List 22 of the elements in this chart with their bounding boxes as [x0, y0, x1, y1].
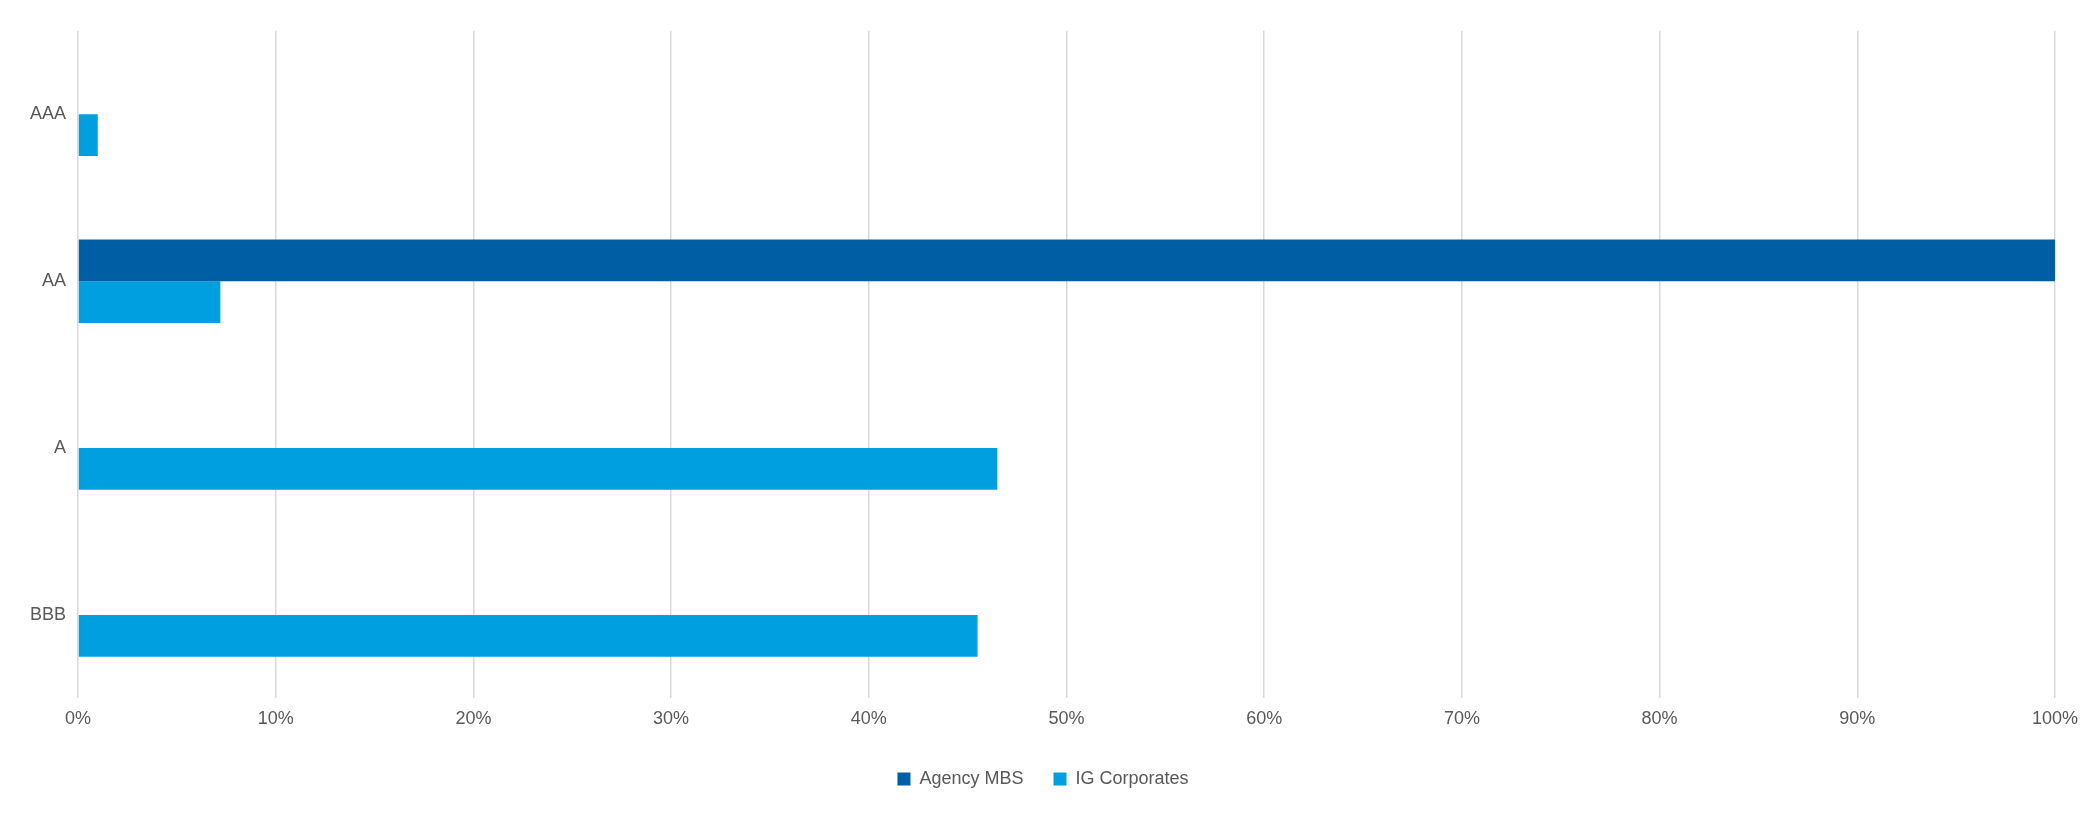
x-tick-label: 80% [1641, 708, 1678, 729]
legend-label: Agency MBS [919, 767, 1024, 788]
y-tick-label: AA [42, 270, 67, 291]
x-tick-label: 70% [1443, 708, 1480, 729]
x-tick-label: 30% [653, 708, 690, 729]
bar [78, 448, 998, 490]
x-tick-label: 100% [2031, 708, 2078, 729]
x-tick-label: 90% [1839, 708, 1876, 729]
x-tick-label: 10% [257, 708, 294, 729]
x-tick-label: 20% [455, 708, 492, 729]
x-tick-label: 50% [1048, 708, 1085, 729]
x-tick-label: 0% [65, 708, 92, 729]
bar [78, 239, 2055, 282]
y-tick-label: A [54, 437, 67, 458]
x-tick-label: 40% [850, 708, 887, 729]
y-tick-label: BBB [29, 603, 67, 624]
bar [78, 114, 98, 156]
y-tick-label: AAA [29, 103, 67, 124]
legend-label: IG Corporates [1075, 767, 1189, 788]
x-tick-label: 60% [1246, 708, 1283, 729]
bar [78, 614, 978, 657]
bar [78, 281, 221, 323]
